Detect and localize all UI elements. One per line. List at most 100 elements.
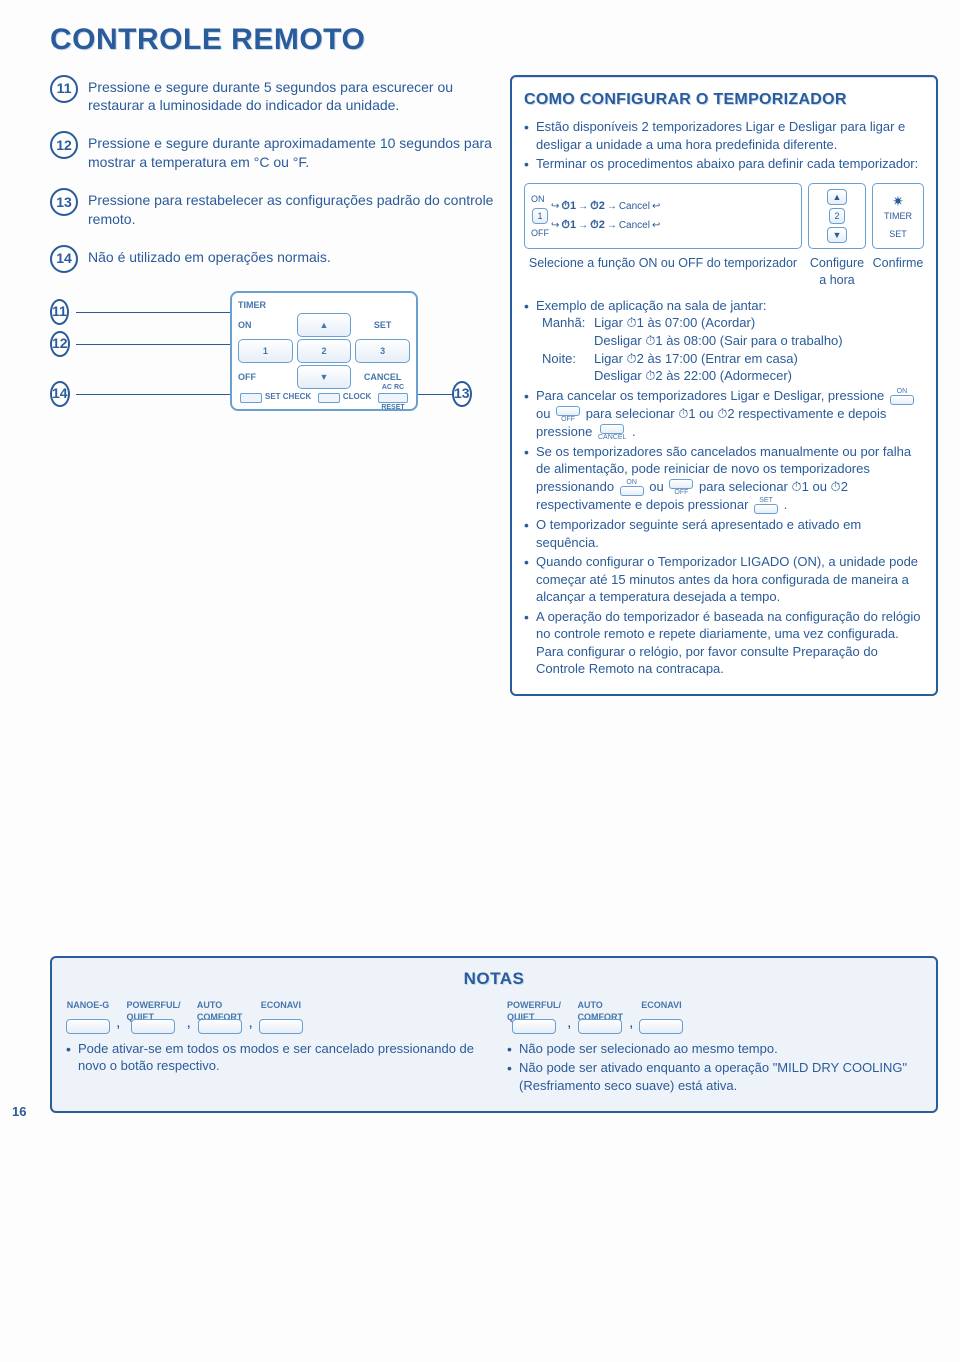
bullet-cancel: Para cancelar os temporizadores Ligar e … — [524, 387, 924, 441]
b1c: para selecionar ⏱1 ou ⏱2 respectivamente… — [536, 406, 886, 439]
lpill2 — [198, 1019, 242, 1034]
notes-title: NOTAS — [66, 968, 922, 991]
timer-config-box: COMO CONFIGURAR O TEMPORIZADOR Estão dis… — [510, 75, 938, 696]
text-11: Pressione e segure durante 5 segundos pa… — [88, 75, 498, 116]
rpill2 — [639, 1019, 683, 1034]
lbl-timer: TIMER — [238, 299, 293, 311]
flow-cancel-2: Cancel — [619, 219, 650, 233]
rb2: ECONAVI — [641, 999, 681, 1019]
text-14: Não é utilizado em operações normais. — [88, 245, 498, 267]
lb3: ECONAVI — [261, 999, 301, 1019]
remote-diagram: 11 12 14 13 TIMER ON ▲ SET 1 2 — [50, 289, 498, 429]
cap-ok: Confirme — [872, 255, 924, 289]
badge-14: 14 — [50, 245, 78, 273]
il-cancel1: CANCEL — [598, 434, 626, 441]
flow-on: ON — [531, 193, 545, 205]
lpill0 — [66, 1019, 110, 1034]
bullet-15min: Quando configurar o Temporizador LIGADO … — [524, 553, 924, 606]
ex-n1: Ligar ⏱2 às 17:00 (Entrar em casa) — [594, 351, 798, 366]
flow-up: ▲ — [827, 189, 847, 205]
btn-3: 3 — [355, 339, 410, 363]
lb1: POWERFUL/ QUIET — [126, 999, 180, 1019]
rpill0 — [512, 1019, 556, 1034]
bullet-clock: A operação do temporizador é baseada na … — [524, 608, 924, 678]
remote-panel: TIMER ON ▲ SET 1 2 3 OFF ▼ CANCEL — [230, 291, 418, 411]
instruction-12: 12 Pressione e segure durante aproximada… — [50, 131, 498, 172]
rb1: AUTO COMFORT — [577, 999, 623, 1019]
right-note-1: Não pode ser selecionado ao mesmo tempo. — [507, 1040, 922, 1058]
timer-intro: Estão disponíveis 2 temporizadores Ligar… — [524, 118, 924, 173]
callout-14: 14 — [50, 381, 70, 407]
ex-head: Exemplo de aplicação na sala de jantar: — [536, 298, 767, 313]
il-off1: OFF — [561, 416, 575, 423]
text-12: Pressione e segure durante aproximadamen… — [88, 131, 498, 172]
tiny-set-2 — [754, 504, 778, 514]
il-set2: SET — [759, 497, 773, 504]
instruction-14: 14 Não é utilizado em operações normais. — [50, 245, 498, 273]
lpill1 — [131, 1019, 175, 1034]
flow-select: ON 1 OFF ↪⏱1→⏱2→Cancel↩ ↪⏱1→⏱2→Cancel↩ — [524, 183, 802, 249]
lbl-set: SET — [355, 319, 410, 331]
leader-14 — [76, 394, 240, 396]
b1a: Para cancelar os temporizadores Ligar e … — [536, 388, 888, 403]
lbl-setchk: SET CHECK — [265, 392, 311, 403]
flow-row: ON 1 OFF ↪⏱1→⏱2→Cancel↩ ↪⏱1→⏱2→Cancel↩ ▲ — [524, 183, 924, 249]
lbl-on: ON — [238, 319, 293, 331]
timer-title: COMO CONFIGURAR O TEMPORIZADOR — [524, 89, 924, 111]
lb2: AUTO COMFORT — [197, 999, 243, 1019]
hole-clock — [318, 393, 340, 403]
ck1b: 1 — [570, 219, 576, 231]
lbl-ac: AC — [382, 383, 392, 392]
ex-m1: Ligar ⏱1 às 07:00 (Acordar) — [594, 315, 755, 330]
badge-12: 12 — [50, 131, 78, 159]
lbl-clock: CLOCK — [343, 392, 371, 403]
cap-select: Selecione a função ON ou OFF do temporiz… — [524, 255, 802, 289]
flow-hour: ▲ 2 ▼ — [808, 183, 866, 249]
left-buttons: NANOE-G, POWERFUL/ QUIET, AUTO COMFORT, … — [66, 999, 481, 1034]
right-note-2: Não pode ser ativado enquanto a operação… — [507, 1059, 922, 1094]
right-column: COMO CONFIGURAR O TEMPORIZADOR Estão dis… — [510, 75, 938, 696]
flow-down: ▼ — [827, 227, 847, 243]
timer-details: Exemplo de aplicação na sala de jantar: … — [524, 297, 924, 678]
btn-1: 1 — [238, 339, 293, 363]
flow-captions: Selecione a função ON ou OFF do temporiz… — [524, 255, 924, 289]
badge-13: 13 — [50, 188, 78, 216]
btn-2: 2 — [297, 339, 352, 363]
tiny-cancel-1 — [600, 424, 624, 434]
flow-btn-2: 2 — [829, 208, 845, 224]
callout-13: 13 — [452, 381, 472, 407]
notes-left: NANOE-G, POWERFUL/ QUIET, AUTO COMFORT, … — [66, 999, 481, 1097]
ck2a: 2 — [599, 200, 605, 212]
right-buttons: POWERFUL/ QUIET, AUTO COMFORT, ECONAVI — [507, 999, 922, 1034]
tiny-off-1 — [556, 406, 580, 416]
flow-timer-lbl: TIMER — [884, 210, 912, 222]
flow-btn-1: 1 — [532, 208, 548, 224]
leader-11 — [76, 312, 250, 314]
tiny-on-2 — [620, 486, 644, 496]
ex-manha: Manhã: — [542, 314, 594, 332]
example-block: Exemplo de aplicação na sala de jantar: … — [524, 297, 924, 385]
lbl-rc: RC — [394, 383, 404, 392]
bullet-seq: O temporizador seguinte será apresentado… — [524, 516, 924, 551]
rb0: POWERFUL/ QUIET — [507, 999, 561, 1019]
ex-noite: Noite: — [542, 350, 594, 368]
left-note: Pode ativar-se em todos os modos e ser c… — [66, 1040, 481, 1075]
badge-11: 11 — [50, 75, 78, 103]
ex-n2: Desligar ⏱2 às 22:00 (Adormecer) — [594, 368, 792, 383]
il-off2: OFF — [674, 489, 688, 496]
notes-right: POWERFUL/ QUIET, AUTO COMFORT, ECONAVI N… — [507, 999, 922, 1097]
lbl-off: OFF — [238, 371, 293, 383]
page-number: 16 — [12, 1103, 26, 1121]
instruction-11: 11 Pressione e segure durante 5 segundos… — [50, 75, 498, 116]
flow-confirm: ✷ TIMER SET — [872, 183, 924, 249]
btn-down: ▼ — [297, 365, 352, 389]
rpill1 — [578, 1019, 622, 1034]
lpill3 — [259, 1019, 303, 1034]
hole-reset — [378, 393, 408, 403]
intro-1: Estão disponíveis 2 temporizadores Ligar… — [524, 118, 924, 153]
callout-11: 11 — [50, 299, 69, 325]
flow-set-lbl: SET — [889, 228, 907, 240]
il-on1: ON — [897, 388, 908, 395]
lbl-reset: RESET — [381, 403, 404, 412]
il-on2: ON — [626, 479, 637, 486]
